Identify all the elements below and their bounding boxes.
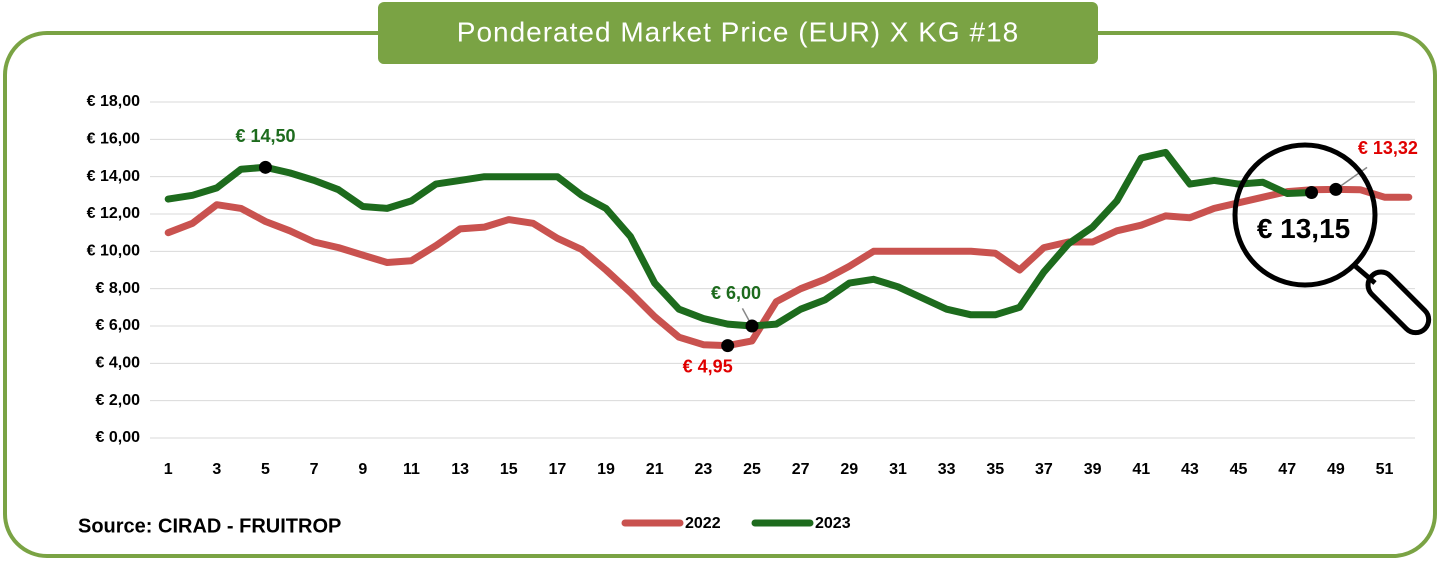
magnifier-handle — [1365, 269, 1432, 336]
x-tick-label: 11 — [403, 461, 420, 478]
y-tick-label: € 12,00 — [87, 205, 140, 222]
annotation-dot — [1305, 186, 1319, 200]
y-tick-label: € 16,00 — [87, 131, 140, 148]
x-tick-label: 45 — [1230, 461, 1248, 478]
x-tick-label: 17 — [548, 461, 566, 478]
x-tick-label: 51 — [1376, 461, 1394, 478]
x-tick-label: 35 — [986, 461, 1004, 478]
chart-title: Ponderated Market Price (EUR) X KG #18 — [457, 16, 1019, 47]
x-tick-label: 5 — [261, 461, 270, 478]
y-tick-label: € 8,00 — [96, 280, 141, 297]
annotation-dot — [745, 319, 759, 333]
x-tick-label: 25 — [743, 461, 761, 478]
legend-label: 2023 — [815, 515, 851, 532]
x-tick-label: 37 — [1035, 461, 1053, 478]
plot: € 14,50 € 6,00 € 4,95 € 13,32 € 13,15 — [164, 126, 1432, 376]
x-tick-label: 43 — [1181, 461, 1199, 478]
y-tick-label: € 18,00 — [87, 93, 140, 110]
y-tick-label: € 6,00 — [96, 317, 141, 334]
grid — [150, 101, 1415, 439]
series-line — [164, 185, 1413, 350]
y-tick-label: € 14,00 — [87, 168, 140, 185]
magnifier-lens — [1232, 142, 1378, 288]
x-tick-label: 13 — [451, 461, 469, 478]
x-tick-label: 21 — [646, 461, 664, 478]
x-tick-label: 33 — [938, 461, 956, 478]
legend-label: 2022 — [685, 515, 721, 532]
x-tick-label: 47 — [1278, 461, 1296, 478]
annotation-label: € 4,95 — [683, 356, 733, 376]
x-tick-label: 9 — [358, 461, 367, 478]
annotation-dot — [1329, 182, 1343, 196]
x-tick-label: 1 — [164, 461, 173, 478]
x-tick-label: 15 — [500, 461, 518, 478]
x-tick-label: 31 — [889, 461, 907, 478]
x-tick-label: 19 — [597, 461, 615, 478]
annotation-label: € 13,32 — [1358, 138, 1418, 158]
annotation-dot — [258, 160, 272, 174]
magnifier-neck — [1352, 263, 1377, 285]
source: Source: CIRAD - FRUITROP — [78, 515, 341, 537]
x-tick-label: 23 — [694, 461, 712, 478]
annotation-label: € 6,00 — [711, 283, 761, 303]
x-tick-label: 49 — [1327, 461, 1345, 478]
x-tick-label: 7 — [310, 461, 319, 478]
annotation-label: € 14,50 — [235, 126, 295, 146]
annotation-label: € 13,15 — [1257, 213, 1350, 244]
x-tick-label: 41 — [1132, 461, 1150, 478]
title-box — [378, 2, 1098, 64]
x-tick-label: 39 — [1084, 461, 1102, 478]
y-tick-label: € 10,00 — [87, 243, 140, 260]
x-tick-label: 3 — [212, 461, 221, 478]
annotation-dot — [721, 339, 735, 353]
series-line — [164, 148, 1315, 330]
y-tick-label: € 4,00 — [96, 355, 141, 372]
x-tick-label: 29 — [840, 461, 858, 478]
y-tick-label: € 2,00 — [96, 392, 141, 409]
x-tick-label: 27 — [792, 461, 810, 478]
y-tick-label: € 0,00 — [96, 429, 141, 446]
